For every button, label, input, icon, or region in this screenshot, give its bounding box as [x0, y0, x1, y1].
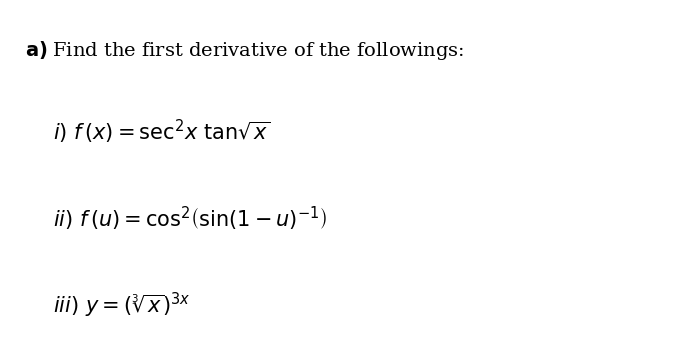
Text: $\mathit{ii)}\ f\,(u) = \cos^2\!\left(\sin(1 - u)^{-1}\right)$: $\mathit{ii)}\ f\,(u) = \cos^2\!\left(\s…: [52, 205, 327, 233]
Text: $\mathit{i)}\ f\,(x) = \sec^2\!x\ \tan\!\sqrt{x}$: $\mathit{i)}\ f\,(x) = \sec^2\!x\ \tan\!…: [52, 118, 270, 147]
Text: $\mathit{iii)}\ y = \left(\sqrt[3]{x}\right)^{3x}$: $\mathit{iii)}\ y = \left(\sqrt[3]{x}\ri…: [52, 291, 190, 320]
Text: $\mathbf{a)}$$\;$Find the first derivative of the followings:: $\mathbf{a)}$$\;$Find the first derivati…: [25, 39, 464, 62]
